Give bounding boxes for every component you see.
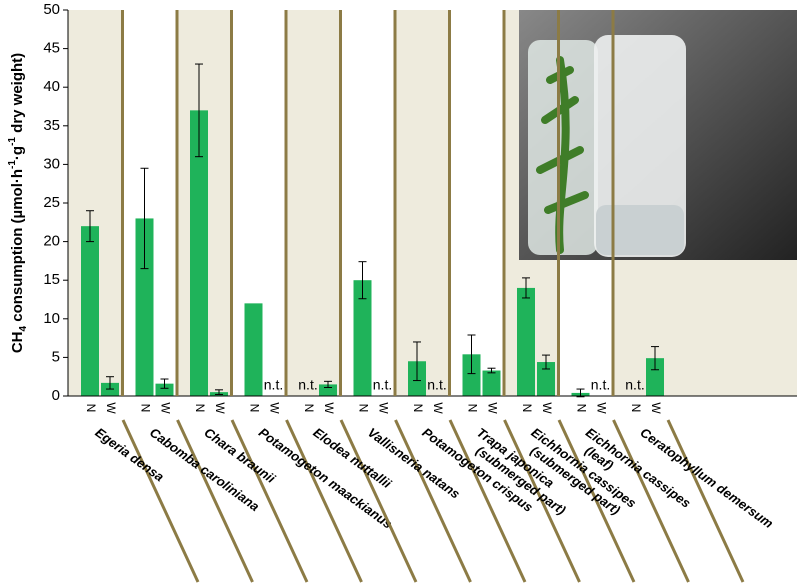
bar <box>135 218 154 396</box>
x-tick-label: W <box>540 402 554 414</box>
x-tick-label: N <box>574 404 588 413</box>
y-tick-label: 10 <box>43 310 60 327</box>
y-axis-label-part: -1 <box>7 160 18 169</box>
x-tick-label: W <box>594 402 608 414</box>
bar <box>482 370 501 396</box>
bar <box>646 358 664 396</box>
y-axis-label-part: ·g <box>9 146 26 160</box>
bar <box>537 362 555 396</box>
value-label: n.t. <box>264 377 283 393</box>
x-tick-label: W <box>104 402 118 414</box>
value-label: n.t. <box>298 377 317 393</box>
y-tick-label: 35 <box>43 117 60 134</box>
bar <box>353 280 372 396</box>
x-tick-label: W <box>213 402 227 414</box>
bar <box>155 383 174 396</box>
x-tick-label: N <box>520 404 534 413</box>
bar <box>190 110 208 397</box>
y-axis-label-part: 4 <box>18 326 29 332</box>
divider-diagonal <box>666 419 745 583</box>
value-label: n.t. <box>427 377 446 393</box>
x-tick-label: W <box>158 402 172 414</box>
divider-diagonal <box>557 419 636 583</box>
bar <box>517 287 535 396</box>
x-tick-label: N <box>411 404 425 413</box>
divider-diagonal <box>285 419 363 583</box>
y-tick-label: 25 <box>43 194 60 211</box>
x-tick-label: N <box>247 404 261 413</box>
y-axis-label-part: dry weight) <box>9 53 26 137</box>
x-tick-label: W <box>376 402 390 414</box>
y-axis-label: CH4 consumption (µmol·h-1·g-1 dry weight… <box>7 53 29 353</box>
bar <box>462 354 481 396</box>
y-axis-label-part: consumption (µmol·h <box>9 169 26 326</box>
bar <box>81 226 99 396</box>
y-tick-label: 15 <box>43 271 60 288</box>
x-tick-label: N <box>356 404 370 413</box>
y-axis-label-part: CH <box>9 332 26 354</box>
y-tick-label: 0 <box>52 387 60 404</box>
x-tick-label: N <box>193 404 207 413</box>
y-tick-label: 50 <box>43 1 60 18</box>
x-tick-label: W <box>322 402 336 414</box>
y-tick-label: 5 <box>52 348 60 365</box>
x-tick-label: N <box>465 404 479 413</box>
photo <box>519 10 797 260</box>
value-label: n.t. <box>591 377 610 393</box>
x-tick-label: N <box>302 404 316 413</box>
y-tick-label: 45 <box>43 40 60 57</box>
value-label: n.t. <box>373 377 392 393</box>
divider-diagonal <box>339 419 418 583</box>
divider-diagonal <box>503 419 581 583</box>
y-tick-label: 20 <box>43 233 60 250</box>
group-label-line: Vallisneria natans <box>365 425 463 502</box>
group-label: Vallisneria natans <box>365 425 463 502</box>
divider-diagonal <box>448 419 527 583</box>
x-tick-label: W <box>431 402 445 414</box>
y-tick-label: 30 <box>43 155 60 172</box>
x-tick-label: W <box>267 402 281 414</box>
divider-diagonal <box>394 419 472 583</box>
group-shade <box>286 10 341 396</box>
x-tick-label: N <box>84 404 98 413</box>
divider-diagonal <box>121 419 200 583</box>
divider-diagonal <box>612 419 690 583</box>
x-tick-label: W <box>485 402 499 414</box>
x-tick-label: N <box>138 404 152 413</box>
value-label: n.t. <box>625 377 644 393</box>
x-tick-label: N <box>629 404 643 413</box>
y-tick-label: 40 <box>43 78 60 95</box>
y-axis-label-part: -1 <box>7 137 18 146</box>
group-shade <box>395 10 450 396</box>
x-tick-label: W <box>649 402 663 414</box>
divider-diagonal <box>230 419 309 583</box>
divider-diagonal <box>176 419 254 583</box>
bar <box>244 303 263 396</box>
bar <box>319 384 337 396</box>
